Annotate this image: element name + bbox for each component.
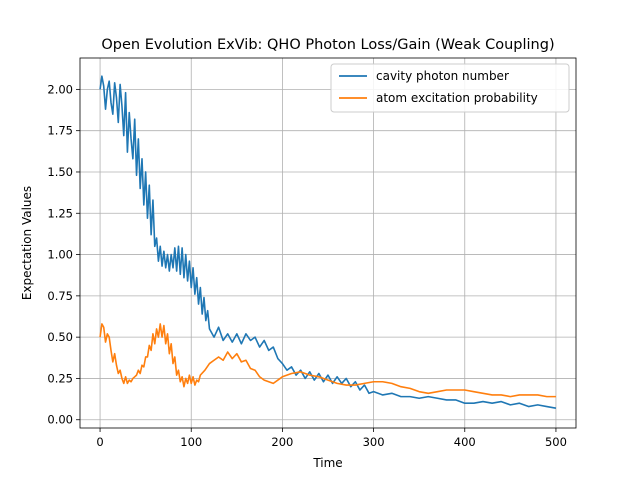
x-tick-label: 0 bbox=[96, 435, 103, 449]
y-tick-label: 0.25 bbox=[47, 371, 73, 385]
plot-clip-group bbox=[99, 75, 557, 409]
legend: cavity photon number atom excitation prob… bbox=[330, 63, 570, 113]
y-tick-label: 0.00 bbox=[47, 413, 73, 427]
y-tick-label: 1.25 bbox=[47, 206, 73, 220]
chart-title: Open Evolution ExVib: QHO Photon Loss/Ga… bbox=[101, 37, 554, 53]
legend-label: cavity photon number bbox=[376, 69, 509, 83]
x-tick-label: 500 bbox=[545, 435, 567, 449]
legend-box bbox=[330, 63, 570, 113]
y-tick-label: 0.75 bbox=[47, 289, 73, 303]
series-line-atom-excitation-probability bbox=[99, 323, 556, 398]
y-tick-label: 2.00 bbox=[47, 82, 73, 96]
y-axis-label: Expectation Values bbox=[20, 186, 34, 300]
plot-frame bbox=[79, 57, 577, 429]
x-axis-ticks: 0 100 200 300 400 500 bbox=[96, 428, 567, 449]
y-axis-ticks: 0.00 0.25 0.50 0.75 1.00 1.25 1.50 1.75 2.00 bbox=[47, 82, 80, 427]
series-line-cavity-photon-number bbox=[99, 75, 557, 409]
y-tick-label: 0.50 bbox=[47, 330, 73, 344]
x-axis-label: Time bbox=[312, 456, 342, 470]
x-tick-label: 400 bbox=[454, 435, 476, 449]
y-tick-label: 1.75 bbox=[47, 124, 73, 138]
x-tick-label: 100 bbox=[180, 435, 202, 449]
y-tick-label: 1.50 bbox=[47, 165, 73, 179]
x-tick-label: 300 bbox=[363, 435, 385, 449]
series-lines bbox=[99, 75, 557, 409]
y-tick-label: 1.00 bbox=[47, 248, 73, 262]
legend-label: atom excitation probability bbox=[376, 91, 538, 105]
x-tick-label: 200 bbox=[271, 435, 293, 449]
